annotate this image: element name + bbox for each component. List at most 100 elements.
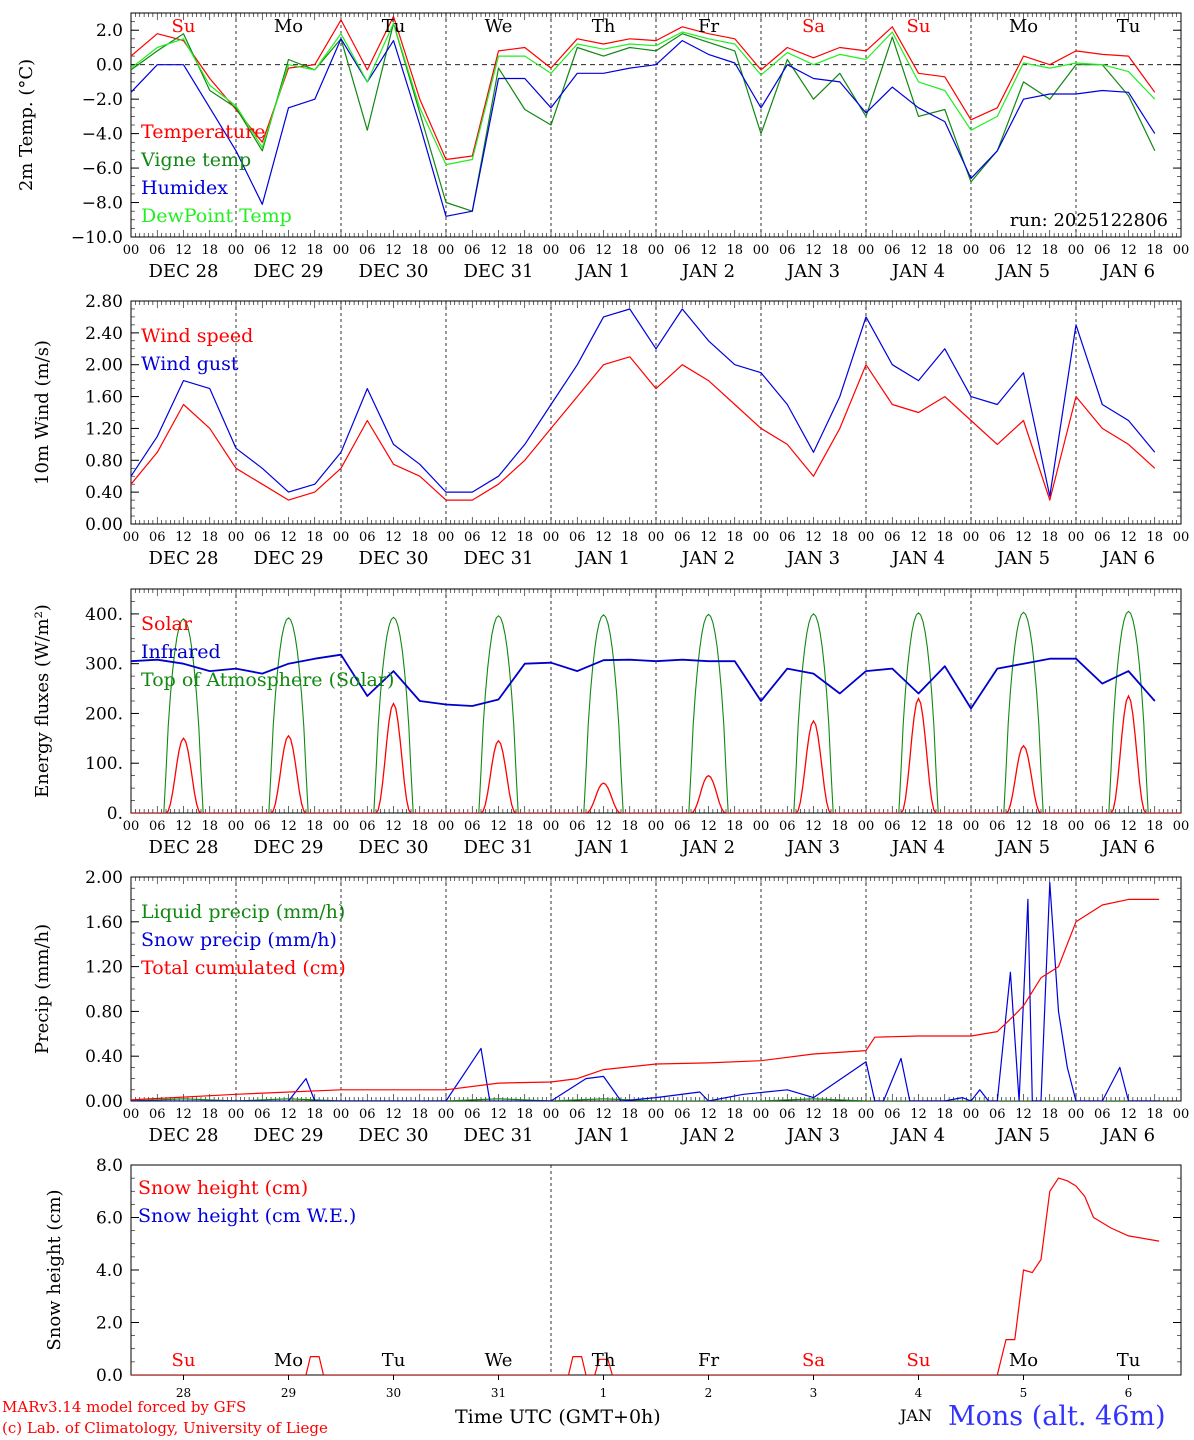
hour-tick-label: 12 bbox=[280, 243, 297, 258]
y-tick-label: 2.00 bbox=[85, 868, 123, 888]
legend-entry: DewPoint Temp bbox=[141, 205, 292, 227]
date-label: JAN 3 bbox=[785, 261, 840, 282]
panel-1: 00 06 12 18 00 06 12 18 00 06 12 18 00 06 12 18 00 06 12 18… bbox=[16, 12, 1189, 282]
y-tick-label: 2.80 bbox=[85, 292, 123, 312]
y-tick-label: 1.20 bbox=[85, 958, 123, 978]
date-label: JAN 2 bbox=[680, 261, 735, 282]
day-number-label: 5 bbox=[1020, 1386, 1028, 1400]
date-label: JAN 6 bbox=[1100, 261, 1155, 282]
hour-tick-label: 00 bbox=[648, 1107, 665, 1122]
hour-tick-label: 00 bbox=[123, 530, 140, 545]
plot-frame bbox=[130, 300, 1182, 525]
hour-tick-label: 18 bbox=[1041, 243, 1058, 258]
hour-tick-label: 00 bbox=[123, 243, 140, 258]
hour-tick-label: 00 bbox=[1068, 243, 1085, 258]
day-number-label: 29 bbox=[281, 1386, 296, 1400]
y-tick-label: 2.0 bbox=[96, 21, 123, 41]
hour-tick-label: 00 bbox=[1068, 1107, 1085, 1122]
weekday-label: Tu bbox=[1117, 16, 1141, 37]
date-label: DEC 30 bbox=[359, 261, 429, 282]
hour-tick-label: 12 bbox=[1015, 243, 1032, 258]
date-label: JAN 5 bbox=[995, 837, 1050, 858]
hour-tick-label: 18 bbox=[1146, 243, 1163, 258]
weekday-label: Sa bbox=[802, 16, 825, 37]
hour-tick-label: 00 bbox=[858, 530, 875, 545]
month-label: JAN bbox=[900, 1406, 932, 1425]
date-label: JAN 1 bbox=[575, 1125, 630, 1146]
hour-tick-label: 00 bbox=[333, 530, 350, 545]
hour-tick-label: 00 bbox=[333, 819, 350, 834]
legend-entry: Wind gust bbox=[141, 353, 239, 375]
hour-tick-label: 00 bbox=[858, 1107, 875, 1122]
date-label: DEC 29 bbox=[254, 548, 324, 569]
y-tick-label: 200. bbox=[85, 704, 123, 724]
legend-entry: Total cumulated (cm) bbox=[141, 957, 346, 979]
hour-tick-label: 00 bbox=[543, 243, 560, 258]
hour-tick-label: 06 bbox=[779, 243, 796, 258]
hour-tick-label: 06 bbox=[989, 530, 1006, 545]
hour-tick-label: 18 bbox=[1041, 530, 1058, 545]
hour-tick-label: 18 bbox=[936, 530, 953, 545]
hour-tick-label: 00 bbox=[1068, 530, 1085, 545]
hour-tick-label: 06 bbox=[1094, 819, 1111, 834]
weekday-label: We bbox=[485, 16, 513, 37]
panel-4: 00 06 12 18 00 06 12 18 00 06 12 18 00 06 12 18 00 06 12 18… bbox=[32, 868, 1189, 1146]
series-line-snow-precip-mm-h- bbox=[131, 881, 1160, 1101]
hour-tick-label: 18 bbox=[306, 1107, 323, 1122]
y-tick-label: 0.40 bbox=[85, 483, 123, 503]
hour-tick-label: 12 bbox=[595, 1107, 612, 1122]
series-group bbox=[131, 15, 1156, 217]
day-number-label: 1 bbox=[600, 1386, 608, 1400]
hour-tick-label: 06 bbox=[674, 819, 691, 834]
hour-tick-label: 06 bbox=[779, 819, 796, 834]
plot-frame bbox=[130, 588, 1182, 814]
weekday-label: Mo bbox=[274, 1350, 303, 1371]
hour-tick-label: 12 bbox=[595, 819, 612, 834]
series-line-humidex bbox=[131, 38, 1156, 217]
hour-tick-label: 00 bbox=[753, 530, 770, 545]
y-axis-label: Precip (mm/h) bbox=[32, 924, 53, 1054]
hour-tick-label: 18 bbox=[306, 243, 323, 258]
hour-tick-label: 00 bbox=[228, 819, 245, 834]
hour-tick-label: 00 bbox=[438, 1107, 455, 1122]
hour-tick-label: 18 bbox=[726, 1107, 743, 1122]
series-line-temperature bbox=[131, 15, 1156, 161]
y-tick-label: 0.0 bbox=[96, 56, 123, 76]
date-label: JAN 2 bbox=[680, 1125, 735, 1146]
hour-tick-label: 18 bbox=[1146, 819, 1163, 834]
hour-tick-label: 06 bbox=[149, 1107, 166, 1122]
y-tick-label: 0. bbox=[107, 804, 123, 824]
date-label: JAN 5 bbox=[995, 1125, 1050, 1146]
y-tick-label: −6.0 bbox=[82, 159, 123, 179]
date-label: JAN 1 bbox=[575, 261, 630, 282]
hour-tick-label: 18 bbox=[411, 1107, 428, 1122]
series-line-total-cumulated-cm- bbox=[131, 898, 1160, 1101]
weekday-label: Mo bbox=[274, 16, 303, 37]
weekday-label: Fr bbox=[698, 16, 719, 37]
day-number-label: 4 bbox=[915, 1386, 923, 1400]
weekday-label: Su bbox=[907, 1350, 931, 1371]
weekday-label: Fr bbox=[698, 1350, 719, 1371]
hour-tick-label: 06 bbox=[464, 819, 481, 834]
hour-tick-label: 06 bbox=[884, 819, 901, 834]
day-number-label: 2 bbox=[705, 1386, 713, 1400]
hour-tick-label: 12 bbox=[700, 243, 717, 258]
hour-tick-label: 06 bbox=[254, 530, 271, 545]
hour-tick-label: 12 bbox=[490, 243, 507, 258]
hour-tick-label: 06 bbox=[359, 819, 376, 834]
hour-tick-label: 12 bbox=[805, 530, 822, 545]
hour-tick-label: 00 bbox=[1173, 819, 1190, 834]
hour-tick-label: 18 bbox=[516, 819, 533, 834]
hour-tick-label: 12 bbox=[700, 1107, 717, 1122]
hour-tick-label: 12 bbox=[385, 1107, 402, 1122]
hour-tick-label: 18 bbox=[936, 1107, 953, 1122]
day-number-label: 3 bbox=[810, 1386, 818, 1400]
weekday-label: Mo bbox=[1009, 16, 1038, 37]
y-tick-label: 8.0 bbox=[96, 1156, 123, 1176]
legend-entry: Snow height (cm) bbox=[138, 1177, 308, 1199]
series-line-infrared bbox=[131, 653, 1156, 710]
y-tick-label: 1.20 bbox=[85, 419, 123, 439]
y-tick-label: 0.0 bbox=[96, 1366, 123, 1386]
hour-tick-label: 06 bbox=[884, 243, 901, 258]
